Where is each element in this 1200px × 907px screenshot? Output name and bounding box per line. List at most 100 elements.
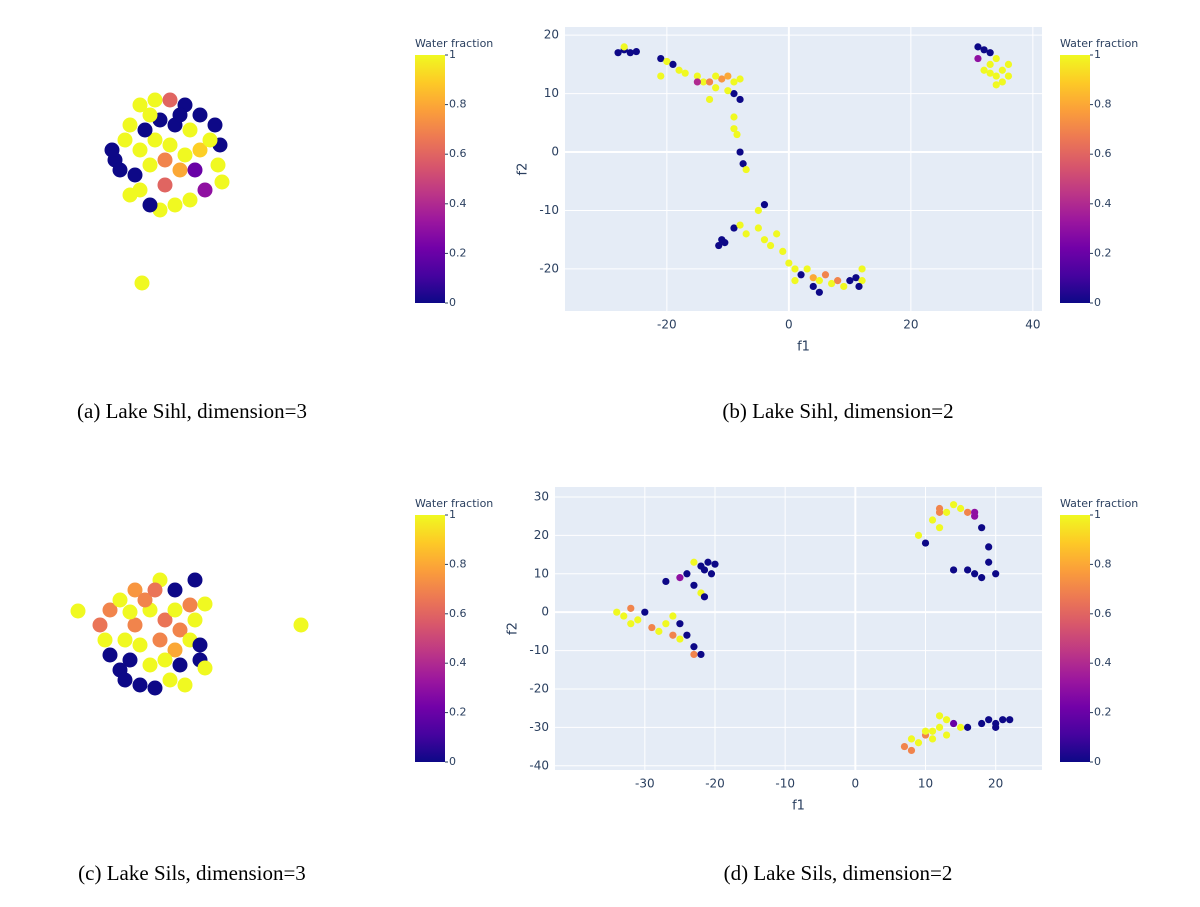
scatter-point	[70, 603, 86, 619]
y-tick-label: 10	[534, 566, 549, 580]
scatter-point	[214, 174, 230, 190]
scatter-point	[676, 574, 684, 582]
scatter-point	[730, 125, 738, 133]
scatter-point	[167, 197, 183, 213]
scatter-point	[137, 122, 153, 138]
scatter-point	[809, 274, 817, 282]
scatter-point	[693, 78, 701, 86]
scatter-point	[730, 78, 738, 86]
scatter-point	[985, 543, 993, 551]
x-tick-label: 20	[903, 318, 918, 332]
colorbar-tick-label: 0.8	[1094, 557, 1112, 570]
colorbar-title: Water fraction	[1060, 37, 1138, 50]
scatter-point	[949, 501, 958, 509]
scatter-point	[112, 592, 128, 608]
x-tick-label: -10	[775, 777, 795, 791]
colorbar-tick-label: 0	[1094, 755, 1101, 768]
scatter-point	[157, 612, 173, 628]
plot-background	[555, 487, 1042, 770]
scatter-point	[730, 90, 738, 98]
colorbar-title: Water fraction	[1060, 497, 1138, 510]
scatter-point	[626, 49, 634, 57]
scatter-point	[974, 43, 982, 51]
scatter-point	[122, 187, 138, 203]
scatter-point	[127, 582, 143, 598]
y-tick-label: 20	[544, 28, 559, 42]
colorbar-tick-label: 1	[1094, 508, 1101, 521]
scatter-point	[986, 49, 994, 57]
colorbar-tick-label: 0.8	[449, 98, 467, 111]
scatter-point	[187, 572, 203, 588]
scatter-point	[785, 259, 793, 267]
scatter-point	[942, 716, 951, 724]
x-tick-label: 0	[852, 777, 860, 791]
scatter-point	[998, 78, 1006, 86]
scatter-point	[657, 72, 665, 80]
scatter-point	[122, 117, 138, 133]
scatter-point	[210, 157, 226, 173]
scatter-point	[956, 504, 965, 513]
scatter-point	[192, 142, 208, 158]
scatter-point	[182, 597, 198, 613]
scatter-point	[697, 650, 705, 659]
scatter-point	[632, 47, 640, 56]
caption: (c) Lake Sils, dimension=3	[78, 861, 306, 885]
scatter-point	[715, 241, 723, 250]
scatter-point	[683, 631, 691, 639]
y-tick-label: 10	[544, 86, 559, 100]
scatter-point	[675, 66, 683, 74]
scatter-point	[986, 69, 994, 77]
scatter-point	[690, 650, 698, 659]
scatter-point	[197, 182, 213, 198]
scatter-point	[132, 142, 148, 158]
y-tick-label: -10	[539, 203, 559, 217]
scatter-point	[663, 57, 671, 66]
scatter-point	[855, 282, 863, 291]
scatter-point	[980, 46, 988, 54]
colorbar-tick-label: 0	[449, 296, 456, 309]
scatter-point	[134, 275, 150, 291]
scatter-point	[705, 78, 714, 86]
colorbar-tick-label: 0.2	[449, 706, 467, 719]
x-tick-label: -20	[705, 777, 725, 791]
scatter-point	[964, 508, 972, 516]
scatter-point	[992, 570, 1000, 578]
scatter-point	[681, 69, 689, 77]
scatter-point	[177, 147, 193, 163]
x-tick-label: 10	[918, 777, 933, 791]
colorbar-tick-label: 1	[449, 48, 456, 61]
scatter-point	[1006, 716, 1014, 724]
plot-background	[565, 27, 1042, 311]
scatter-point	[971, 508, 979, 516]
scatter-point	[197, 660, 213, 676]
scatter-point	[669, 60, 677, 68]
scatter-point	[773, 230, 781, 238]
scatter-point	[172, 657, 188, 673]
scatter-point	[942, 508, 951, 516]
scatter-point	[791, 277, 799, 285]
scatter-point	[992, 81, 1000, 89]
scatter-point	[162, 672, 178, 688]
colorbar-tick-label: 0.4	[1094, 197, 1112, 210]
scatter-point	[172, 622, 188, 638]
scatter-point	[197, 596, 213, 612]
scatter-point	[914, 739, 923, 747]
scatter-point	[721, 239, 729, 247]
scatter-point	[172, 107, 188, 123]
scatter-point	[742, 165, 750, 174]
scatter-point	[736, 95, 744, 104]
scatter-point	[182, 192, 198, 208]
scatter-point	[742, 230, 750, 238]
scatter-point	[657, 54, 665, 63]
scatter-point	[620, 612, 628, 620]
scatter-point	[147, 680, 163, 696]
scatter-point	[964, 566, 972, 574]
scatter-point	[167, 582, 183, 598]
scatter-point	[662, 620, 670, 628]
scatter-point	[693, 72, 701, 80]
colorbar-tick-label: 0.6	[1094, 607, 1112, 620]
scatter-point	[797, 271, 805, 279]
colorbar-title: Water fraction	[415, 37, 493, 50]
y-tick-label: 0	[541, 605, 549, 619]
